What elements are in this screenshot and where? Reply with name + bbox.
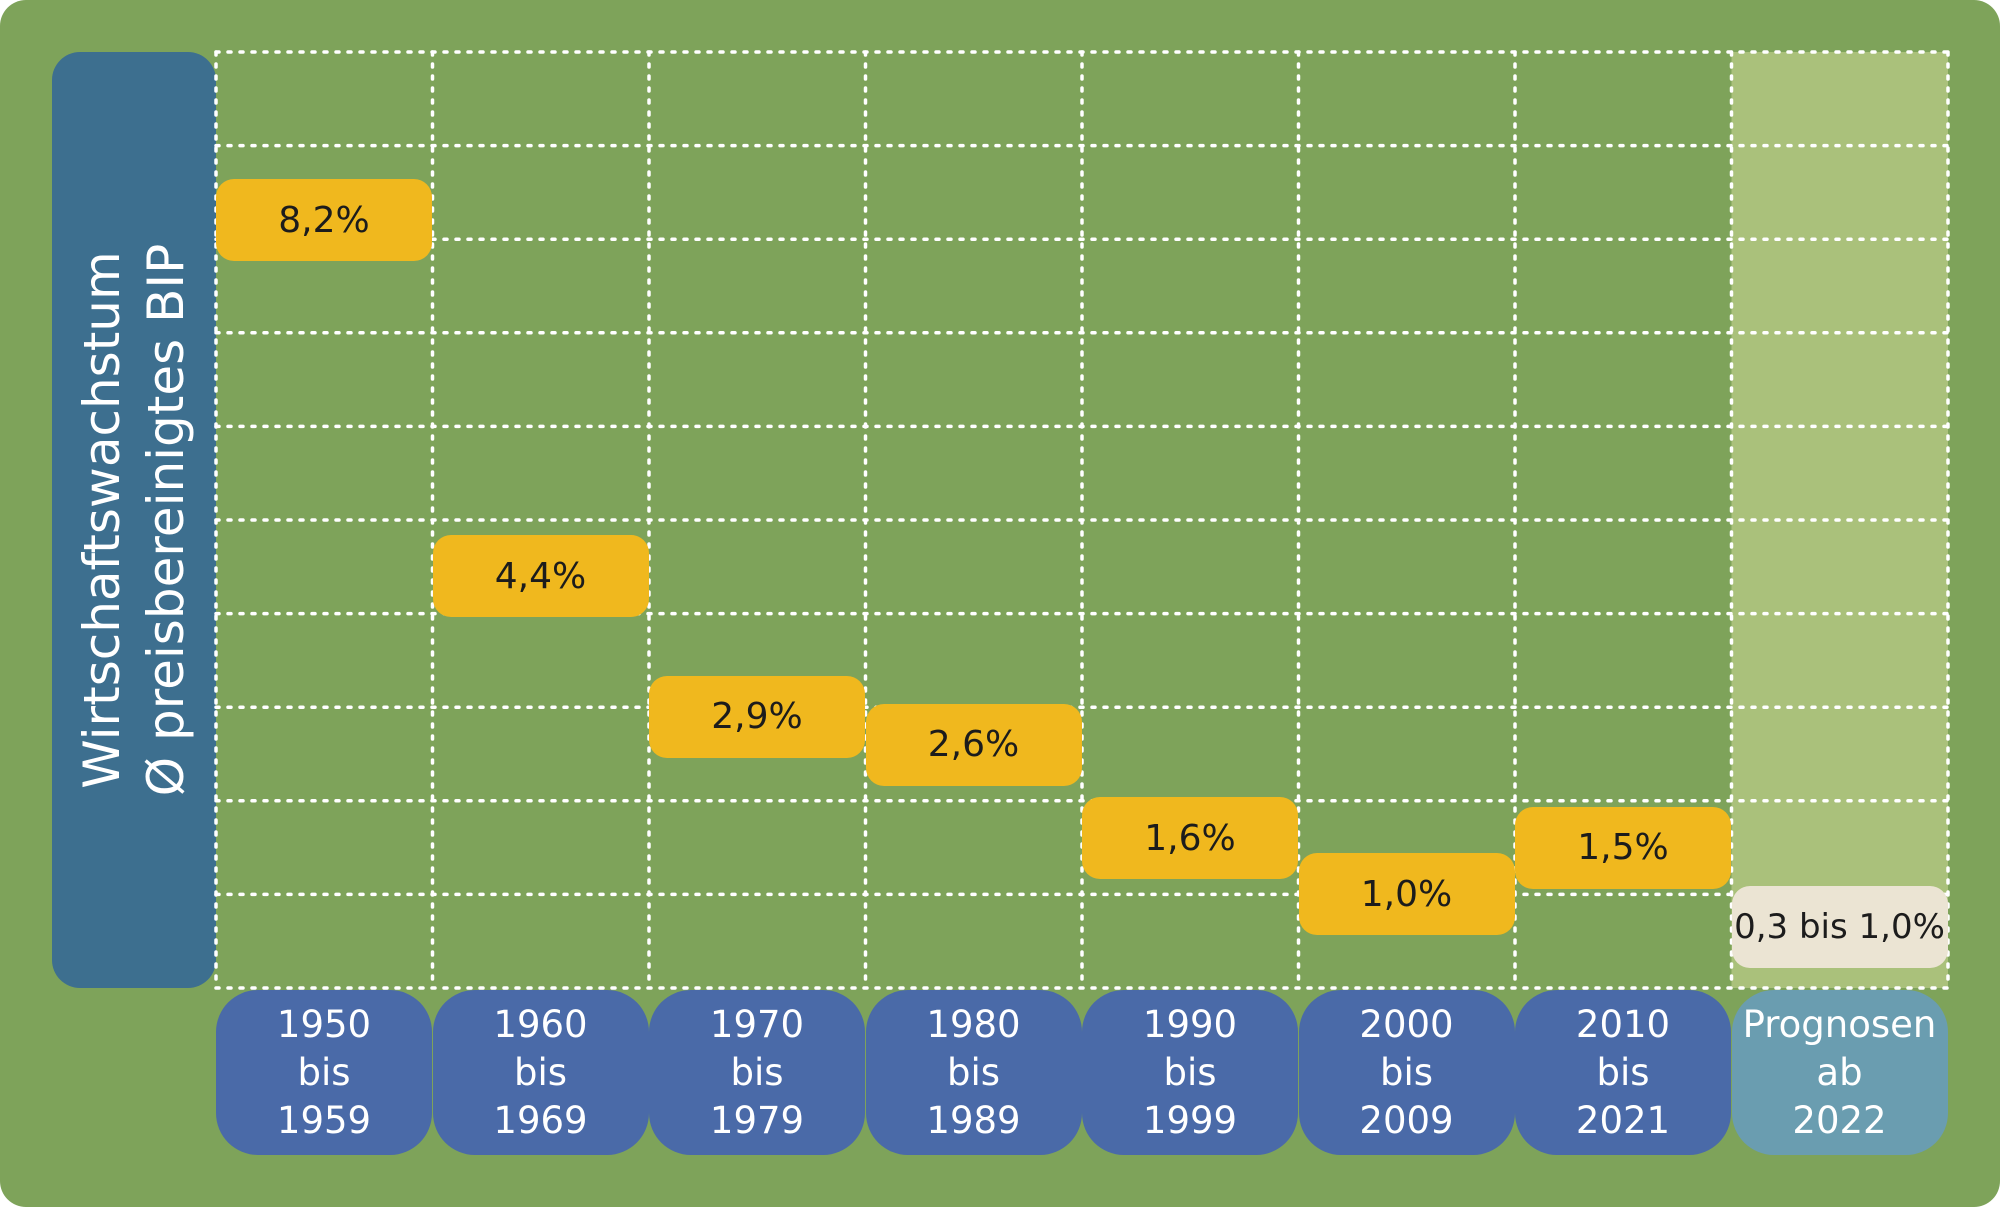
x-axis-label-line: ab	[1816, 1050, 1863, 1094]
x-axis-label-line: 2000	[1359, 1002, 1454, 1046]
x-axis-label-line: bis	[1379, 1050, 1434, 1094]
x-axis-label-line: 1960	[493, 1002, 588, 1046]
x-axis-label-line: 1990	[1142, 1002, 1238, 1046]
x-axis-label-line: 1950	[276, 1002, 372, 1046]
x-axis-label-line: 2021	[1575, 1098, 1671, 1142]
x-axis-label-line: 2009	[1359, 1098, 1454, 1142]
x-axis-label: 1960 bis 1969	[432, 990, 649, 1155]
x-axis-label-line: 2010	[1575, 1002, 1671, 1046]
x-axis-label-line: 1970	[709, 1002, 805, 1046]
x-axis-label-line: bis	[730, 1050, 784, 1094]
x-axis-label-line: 1979	[709, 1098, 805, 1142]
x-axis-label: 1980 bis 1989	[865, 990, 1082, 1155]
x-axis-label-line: 2022	[1792, 1098, 1887, 1142]
x-axis-label-line: 1999	[1142, 1098, 1238, 1142]
x-axis-label-forecast: Prognosen ab 2022	[1731, 990, 1948, 1155]
x-axis-label-line: bis	[297, 1050, 351, 1094]
data-value-label: 1,5%	[1515, 806, 1731, 889]
x-axis-label-line: bis	[513, 1050, 568, 1094]
y-axis-label-box	[52, 52, 216, 988]
x-axis-label-line: bis	[946, 1050, 1001, 1094]
data-value-label: 2,6%	[865, 703, 1082, 786]
x-axis-label-line: 1989	[926, 1098, 1021, 1142]
data-value-label: 1,0%	[1298, 853, 1515, 936]
x-axis-label-line: 1969	[493, 1098, 588, 1142]
x-axis-label: 1990 bis 1999	[1082, 990, 1298, 1155]
x-axis-label: 2010 bis 2021	[1515, 990, 1731, 1155]
x-axis-label-line: bis	[1596, 1050, 1650, 1094]
x-axis-label: 2000 bis 2009	[1298, 990, 1515, 1155]
x-axis-label: 1950 bis 1959	[216, 990, 432, 1155]
data-value-label: 4,4%	[432, 535, 649, 618]
x-axis-label-line: bis	[1163, 1050, 1217, 1094]
x-axis-label-line: 1959	[276, 1098, 372, 1142]
data-value-label: 1,6%	[1082, 797, 1298, 880]
data-value-label: 2,9%	[649, 675, 865, 758]
forecast-value-label: 0,3 bis 1,0%	[1731, 886, 1948, 968]
x-axis-label: 1970 bis 1979	[649, 990, 865, 1155]
data-value-label: 8,2%	[216, 179, 432, 262]
x-axis-label-line: Prognosen	[1742, 1002, 1937, 1046]
x-axis-label-line: 1980	[926, 1002, 1021, 1046]
